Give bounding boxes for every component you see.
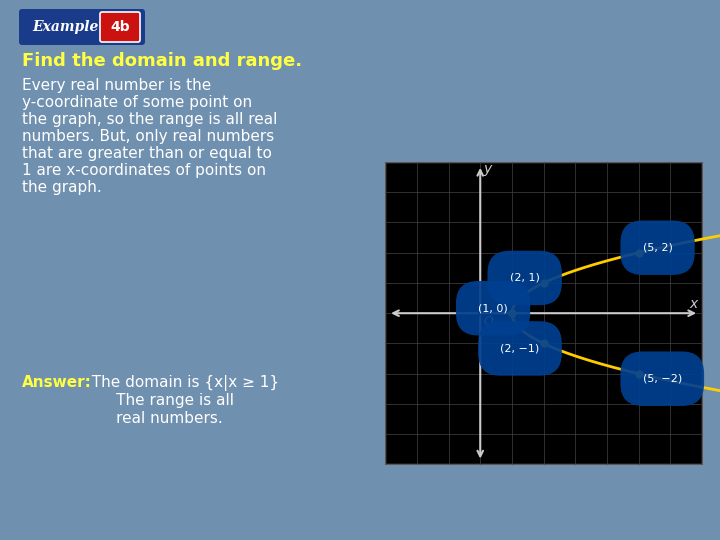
Text: Example: Example bbox=[32, 20, 99, 34]
Text: (5, 2): (5, 2) bbox=[643, 242, 672, 253]
Text: x: x bbox=[690, 297, 698, 311]
Text: (1, 0): (1, 0) bbox=[478, 303, 508, 313]
Text: y: y bbox=[483, 162, 492, 176]
Text: y-coordinate of some point on: y-coordinate of some point on bbox=[22, 95, 252, 110]
Text: Answer:: Answer: bbox=[22, 375, 92, 390]
Text: (2, 1): (2, 1) bbox=[510, 273, 539, 283]
Text: that are greater than or equal to: that are greater than or equal to bbox=[22, 146, 272, 161]
FancyBboxPatch shape bbox=[100, 12, 140, 42]
FancyBboxPatch shape bbox=[19, 9, 145, 45]
Text: Every real number is the: Every real number is the bbox=[22, 78, 211, 93]
Text: The domain is {x|x ≥ 1}: The domain is {x|x ≥ 1} bbox=[82, 375, 279, 391]
Text: (2, −1): (2, −1) bbox=[500, 343, 539, 354]
Text: (5, −2): (5, −2) bbox=[643, 374, 682, 384]
Text: 1 are x-coordinates of points on: 1 are x-coordinates of points on bbox=[22, 163, 266, 178]
Bar bbox=[385, 162, 702, 464]
Text: numbers. But, only real numbers: numbers. But, only real numbers bbox=[22, 129, 274, 144]
Text: the graph.: the graph. bbox=[22, 180, 102, 195]
Text: the graph, so the range is all real: the graph, so the range is all real bbox=[22, 112, 277, 127]
Text: real numbers.: real numbers. bbox=[82, 411, 222, 426]
Text: 4b: 4b bbox=[110, 20, 130, 34]
Text: Find the domain and range.: Find the domain and range. bbox=[22, 52, 302, 70]
Text: The range is all: The range is all bbox=[82, 393, 234, 408]
Text: O: O bbox=[483, 315, 493, 328]
